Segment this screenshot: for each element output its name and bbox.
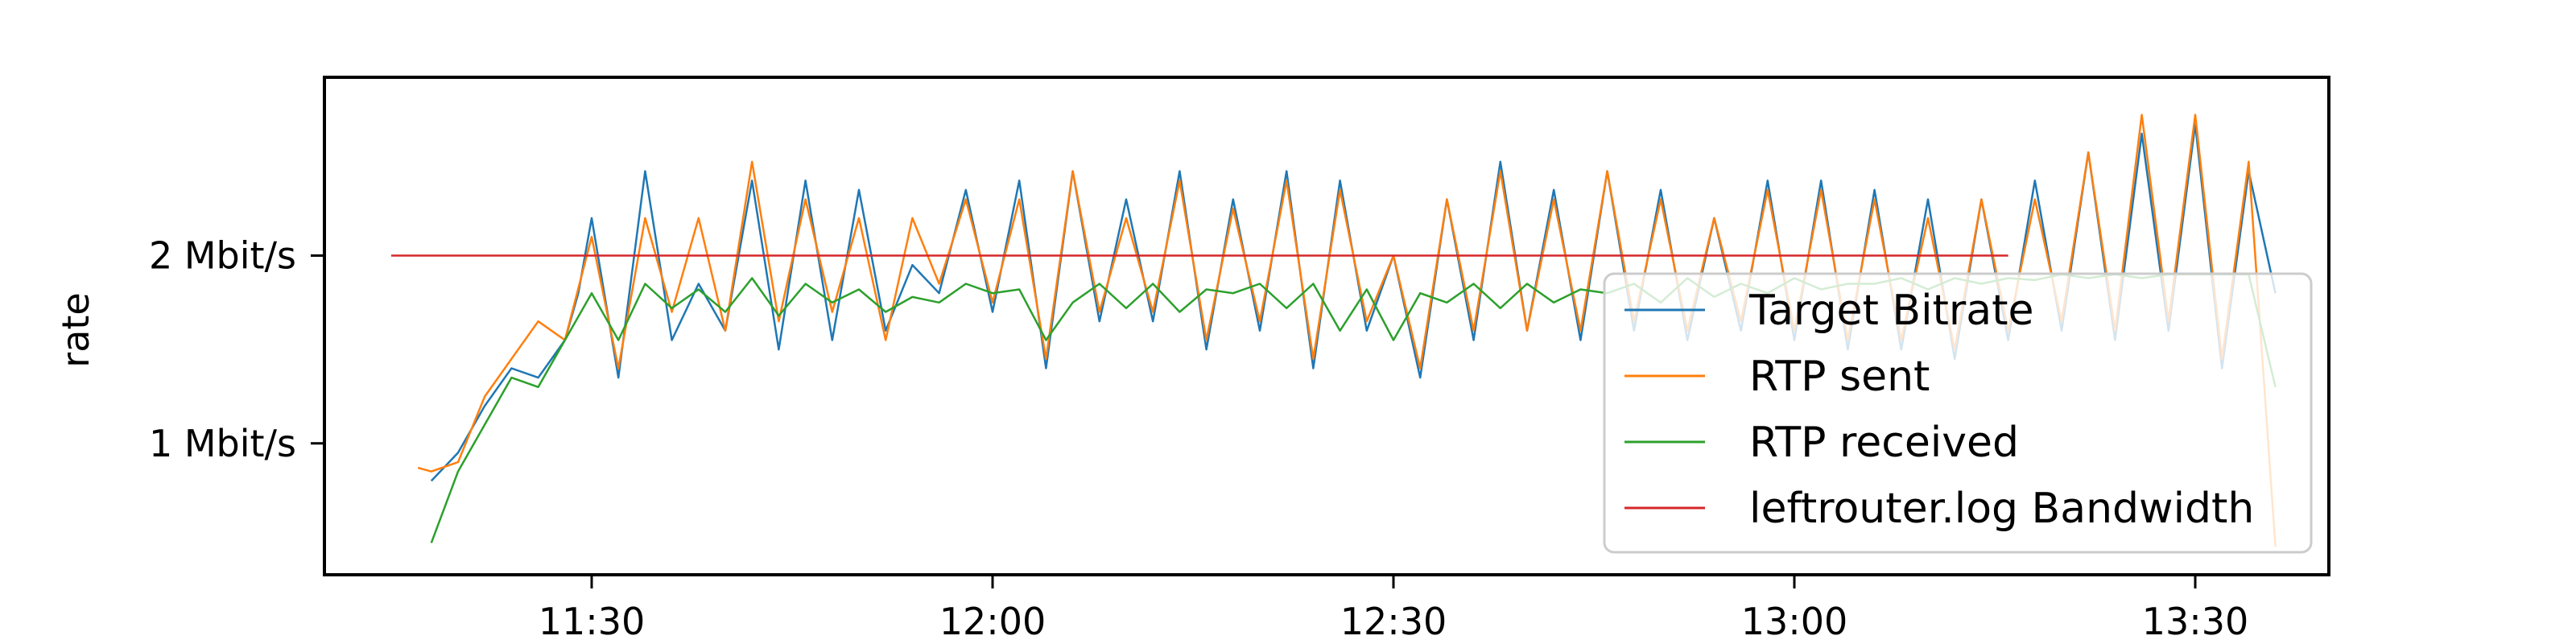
x-tick-label: 12:30 xyxy=(1340,600,1447,643)
legend: Target Bitrate RTP sent RTP received leftro… xyxy=(1603,272,2313,554)
legend-label: leftrouter.log Bandwidth xyxy=(1749,485,2254,533)
legend-label: RTP sent xyxy=(1749,353,1930,401)
x-tick-label: 11:30 xyxy=(539,600,646,643)
legend-label: Target Bitrate xyxy=(1748,287,2034,335)
legend-box xyxy=(1603,272,2313,554)
x-tick-label: 13:00 xyxy=(1741,600,1848,643)
x-tick-label: 13:30 xyxy=(2142,600,2249,643)
y-tick-label: 2 Mbit/s xyxy=(149,234,296,278)
y-axis: 1 Mbit/s 2 Mbit/s xyxy=(149,234,324,465)
y-axis-label: rate xyxy=(54,292,97,367)
x-tick-label: 12:00 xyxy=(939,600,1046,643)
y-tick-label: 1 Mbit/s xyxy=(149,422,296,465)
plot-frame xyxy=(323,76,2330,576)
legend-label: RTP received xyxy=(1749,419,2019,467)
x-axis: 11:30 12:00 12:30 13:00 13:30 xyxy=(539,575,2249,643)
